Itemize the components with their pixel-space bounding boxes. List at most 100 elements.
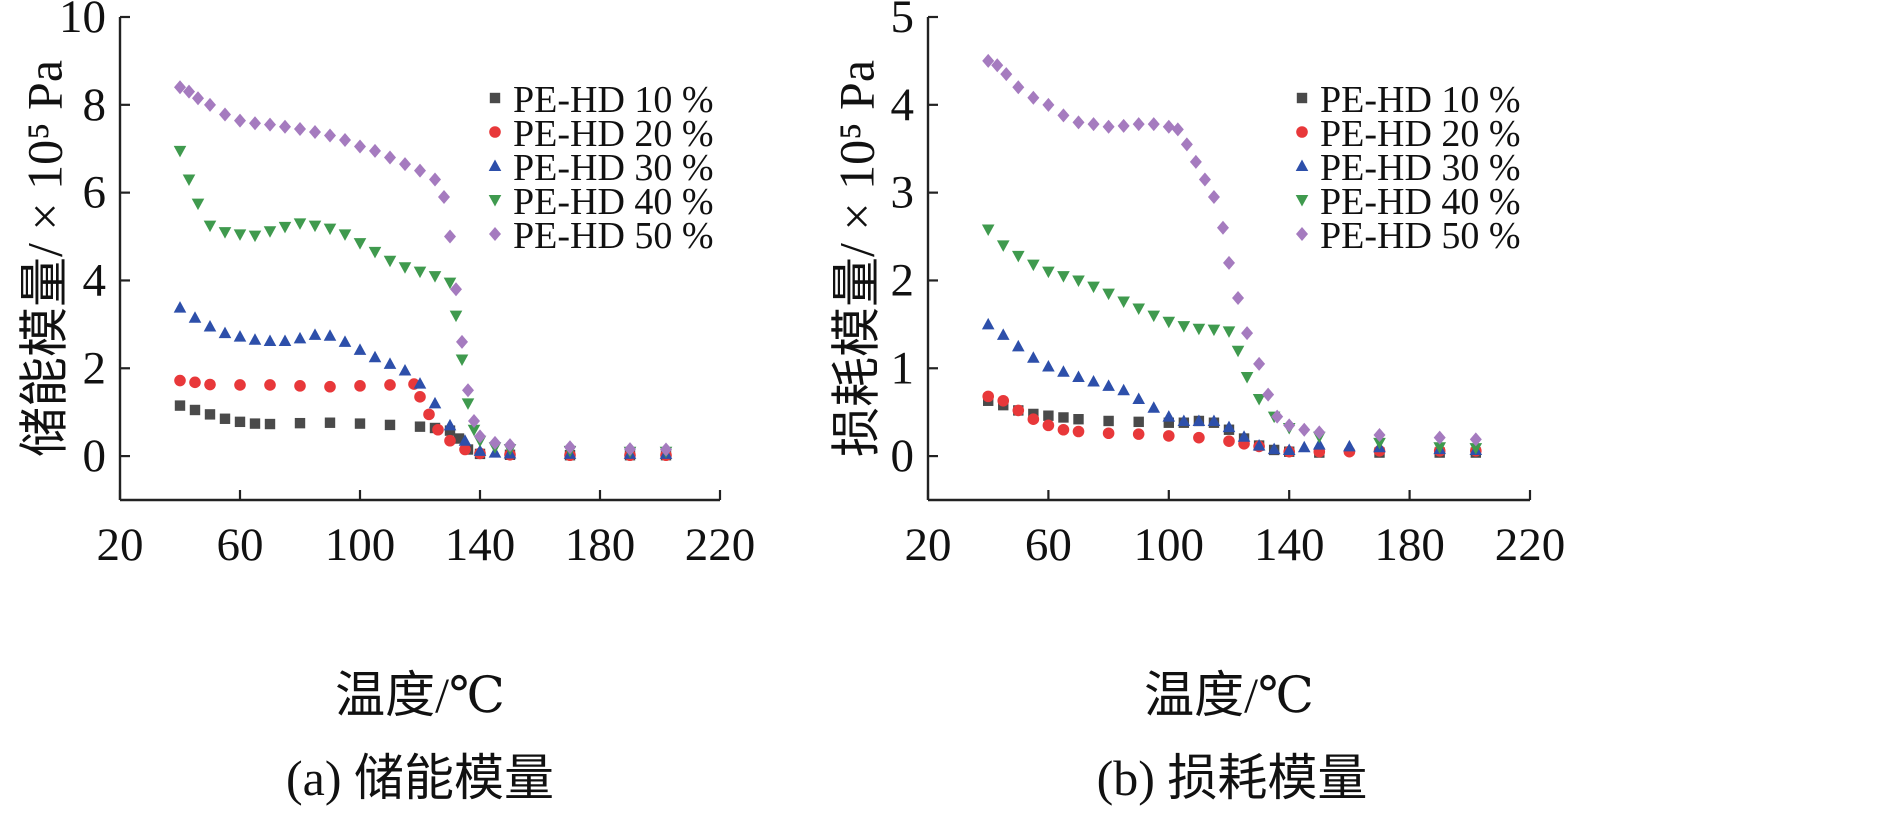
data-point <box>1027 90 1040 105</box>
y-tick-label: 2 <box>83 342 107 394</box>
data-point <box>1042 97 1055 112</box>
data-point <box>249 418 261 429</box>
data-point <box>1147 310 1161 323</box>
data-point <box>1162 410 1176 422</box>
series-5-points <box>174 80 672 457</box>
data-point <box>1132 428 1145 440</box>
data-point <box>1102 427 1115 440</box>
data-point <box>1469 443 1483 455</box>
data-point <box>1171 122 1184 137</box>
data-point <box>1237 430 1251 442</box>
data-point <box>323 223 337 236</box>
data-point <box>1132 303 1145 316</box>
data-point <box>1189 154 1202 169</box>
data-point <box>278 334 292 347</box>
data-point <box>504 438 516 453</box>
data-point <box>1102 379 1115 391</box>
data-point <box>1117 383 1130 396</box>
data-point <box>338 229 352 241</box>
legend-marker-icon <box>488 159 502 171</box>
data-point <box>174 400 186 411</box>
data-point <box>1027 413 1040 426</box>
data-point <box>183 84 195 99</box>
data-point <box>353 238 367 250</box>
data-point <box>1057 423 1070 436</box>
y-axis-title: 储能模量/ × 10⁵ Pa <box>16 60 72 457</box>
data-point <box>1162 316 1176 329</box>
data-point <box>204 97 216 112</box>
data-point <box>414 163 426 178</box>
data-point <box>1343 439 1356 452</box>
data-point <box>414 421 426 432</box>
data-point <box>1433 442 1446 454</box>
data-point <box>996 240 1010 252</box>
data-point <box>1313 425 1326 440</box>
data-point <box>189 376 201 389</box>
x-tick-label: 180 <box>565 519 636 571</box>
data-point <box>429 172 441 187</box>
data-point <box>1216 220 1229 235</box>
data-point <box>324 380 336 393</box>
data-point <box>489 435 501 450</box>
data-point <box>462 383 474 398</box>
data-point <box>450 282 462 297</box>
data-point <box>233 229 247 241</box>
y-tick-label: 4 <box>83 254 107 306</box>
data-point <box>234 416 246 428</box>
data-point <box>1000 67 1013 82</box>
data-point <box>1072 370 1085 383</box>
data-point <box>1012 404 1025 417</box>
data-point <box>354 380 366 392</box>
data-point <box>1163 430 1175 442</box>
legend-marker-icon <box>1295 195 1309 207</box>
data-point <box>1012 80 1025 95</box>
data-point <box>383 357 397 369</box>
x-axis-title: 温度/℃ <box>1144 667 1314 723</box>
series-4-points <box>981 224 1483 455</box>
panel-b-loss-modulus: 0 1 2 3 4 5 20 60 100 140 180 220 温度/℃ 损耗模量/ × 10⁵ Pa… <box>828 0 1565 806</box>
data-point <box>1298 422 1311 437</box>
data-point <box>219 413 231 424</box>
data-point <box>204 378 216 391</box>
y-tick-label: 4 <box>891 79 915 131</box>
y-tick-label: 0 <box>891 430 915 482</box>
data-point <box>996 328 1010 340</box>
data-point <box>1207 190 1220 205</box>
data-point <box>1241 326 1254 341</box>
data-point <box>660 442 672 457</box>
legend-marker-icon <box>1296 227 1308 241</box>
series-5-points <box>982 53 1482 447</box>
data-point <box>294 417 306 429</box>
legend-label: PE-HD 50 % <box>1320 215 1521 257</box>
data-point <box>368 350 382 363</box>
data-point <box>308 220 322 233</box>
data-point <box>1102 119 1115 134</box>
data-point <box>293 331 307 344</box>
data-point <box>339 132 351 147</box>
data-point <box>354 139 366 154</box>
data-point <box>1162 119 1175 134</box>
data-point <box>263 334 277 347</box>
data-point <box>1117 296 1130 309</box>
x-tick-label: 20 <box>905 519 952 571</box>
data-point <box>188 311 202 323</box>
data-point <box>1180 137 1193 152</box>
data-point <box>991 58 1004 73</box>
y-tick-label: 0 <box>83 430 107 482</box>
data-point <box>1072 425 1085 438</box>
data-point <box>1117 118 1130 133</box>
data-point <box>455 354 469 366</box>
data-point <box>1282 443 1296 455</box>
data-point <box>203 320 217 332</box>
data-point <box>1373 428 1386 443</box>
data-point <box>398 363 412 376</box>
data-point <box>263 226 277 238</box>
data-point <box>1252 439 1266 451</box>
data-point <box>249 116 261 131</box>
data-point <box>308 328 322 340</box>
data-point <box>398 262 412 274</box>
data-point <box>443 418 457 431</box>
data-point <box>182 174 196 186</box>
data-point <box>174 80 186 95</box>
